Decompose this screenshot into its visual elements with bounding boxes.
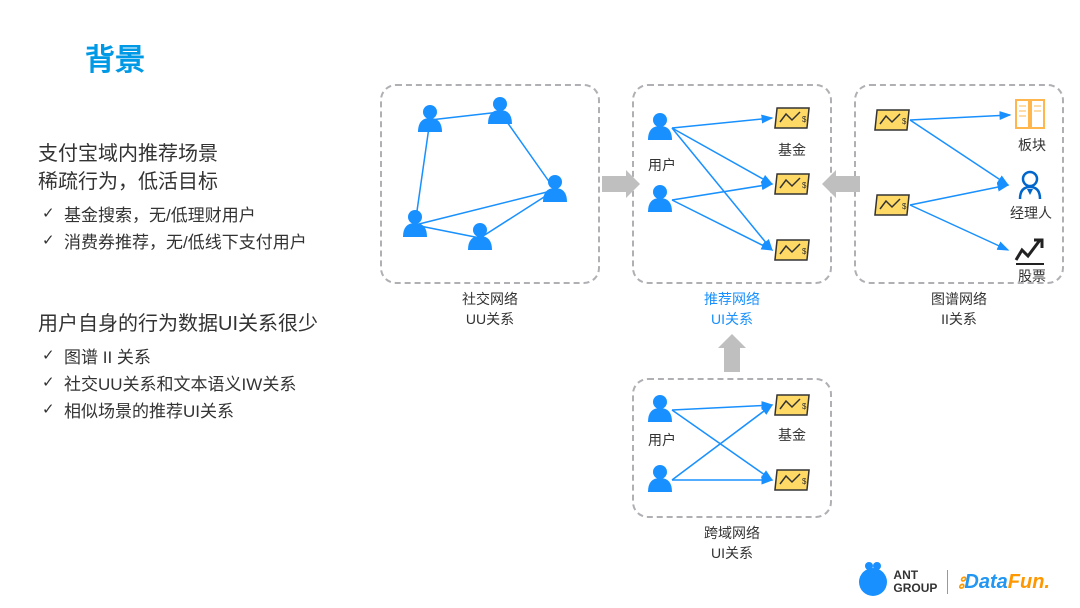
sector-label: 板块: [1018, 135, 1046, 155]
diagram-svg: $: [0, 0, 1080, 608]
recommend-graph: [648, 108, 809, 260]
graph-network-graph: [875, 100, 1044, 264]
footer-divider: [947, 570, 948, 594]
datafun-logo: ⦂DataFun.: [958, 571, 1050, 594]
stock-label: 股票: [1018, 266, 1046, 286]
social-graph: [403, 97, 567, 250]
ant-icon: [859, 568, 887, 596]
ant-text: ANTGROUP: [893, 569, 937, 595]
fund-label-1: 基金: [778, 140, 806, 160]
user-label-1: 用户: [648, 155, 676, 175]
user-label-2: 用户: [648, 430, 676, 450]
footer: ANTGROUP ⦂DataFun.: [859, 568, 1050, 596]
ant-group-logo: ANTGROUP: [859, 568, 937, 596]
fund-label-2: 基金: [778, 425, 806, 445]
manager-label: 经理人: [1010, 203, 1052, 223]
